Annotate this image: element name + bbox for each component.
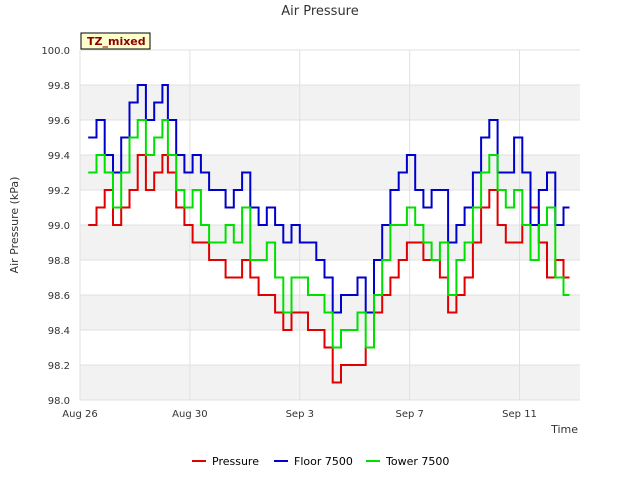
series-line-2 [88, 84, 570, 314]
y-tick-label: 99.0 [48, 221, 70, 232]
y-tick-label: 98.0 [48, 396, 70, 407]
x-tick-label: Sep 7 [395, 409, 423, 420]
y-tick-label: 99.6 [48, 116, 70, 127]
x-tick-label: Sep 3 [286, 409, 314, 420]
plot-band [80, 225, 580, 260]
x-axis-ticks: Aug 26 Aug 30 Sep 3 Sep 7 Sep 11 [62, 409, 537, 420]
y-tick-label: 98.6 [48, 291, 70, 302]
y-axis-ticks: 98.0 98.2 98.4 98.6 98.8 99.0 99.2 99.4 99.6 99.8… [41, 46, 70, 407]
chart-title: Air Pressure [281, 4, 359, 19]
legend-label: Pressure [212, 455, 259, 468]
legend-item-1: Pressure [192, 455, 259, 468]
tz-badge-label: TZ_mixed [87, 35, 146, 48]
series-lines [88, 84, 570, 384]
legend-item-3: Tower 7500 [366, 455, 449, 468]
tz-badge: TZ_mixed [80, 32, 151, 50]
x-tick-label: Aug 26 [62, 409, 97, 420]
x-axis-label: Time [550, 423, 578, 436]
x-tick-label: Sep 11 [502, 409, 537, 420]
y-axis-label: Air Pressure (kPa) [8, 177, 21, 274]
y-tick-label: 99.4 [48, 151, 70, 162]
y-tick-label: 98.4 [48, 326, 70, 337]
x-tick-label: Aug 30 [172, 409, 207, 420]
legend-item-2: Floor 7500 [274, 455, 353, 468]
legend-label: Tower 7500 [385, 455, 449, 468]
y-tick-label: 98.2 [48, 361, 70, 372]
series-line-3 [88, 119, 570, 349]
y-tick-label: 100.0 [41, 46, 70, 57]
legend-label: Floor 7500 [294, 455, 353, 468]
legend: Pressure Floor 7500 Tower 7500 [192, 455, 449, 468]
y-tick-label: 98.8 [48, 256, 70, 267]
y-tick-label: 99.2 [48, 186, 70, 197]
tz-badge-box [80, 32, 151, 50]
y-tick-label: 99.8 [48, 81, 70, 92]
plot-band [80, 365, 580, 400]
